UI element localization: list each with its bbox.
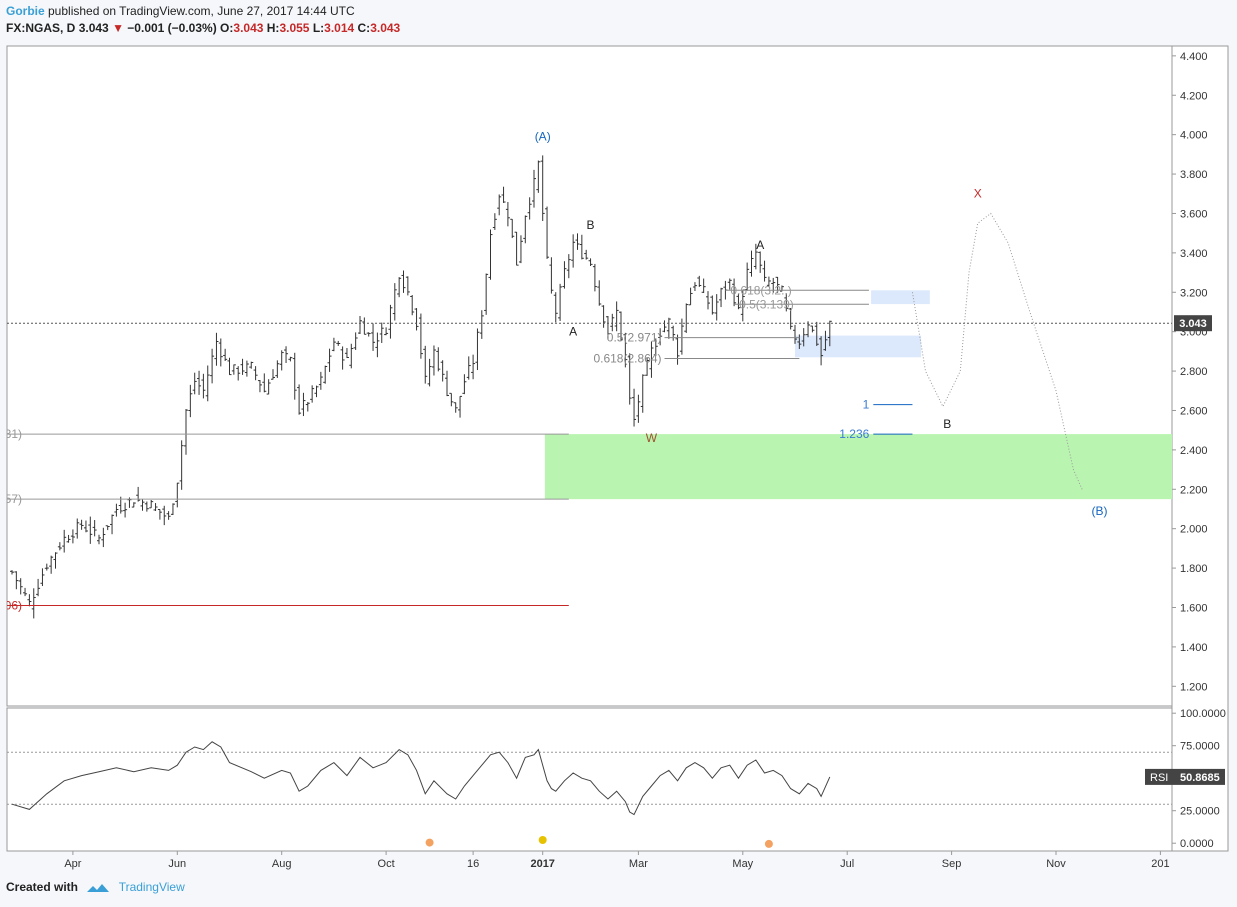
fib-level-label: 0.618(2.864) (593, 351, 661, 365)
wave-label: A (756, 238, 764, 252)
time-tick-label: Oct (378, 858, 395, 870)
price-tick-label: 1.800 (1180, 563, 1208, 575)
price-tick-label: 3.200 (1180, 287, 1208, 299)
publish-info: Gorbie published on TradingView.com, Jun… (6, 4, 355, 18)
fib-level-label: 0.5(2.971) (607, 331, 662, 345)
rsi-marker-dot (764, 839, 773, 848)
fib-level-label: 57) (5, 492, 22, 506)
wave-label: A (569, 325, 577, 339)
time-tick-label: Apr (64, 858, 81, 870)
price-tick-label: 3.800 (1180, 169, 1208, 181)
high-value: 3.055 (279, 21, 310, 35)
rsi-tick-label: 100.0000 (1180, 708, 1226, 720)
close-label: C: (357, 21, 371, 35)
fib-level-label: 06) (5, 599, 22, 613)
rsi-tick-label: 0.0000 (1180, 838, 1214, 850)
low-value: 3.014 (324, 21, 355, 35)
price-tick-label: 3.600 (1180, 208, 1208, 220)
high-label: H: (266, 21, 280, 35)
rsi-line (11, 741, 831, 816)
current-price-label: 3.043 (1179, 318, 1207, 330)
time-tick-label: Nov (1046, 858, 1066, 870)
open-value: 3.043 (233, 21, 264, 35)
fib-level-label: 1.236 (839, 427, 869, 441)
rsi-pane (6, 707, 1173, 852)
time-tick-label: Sep (942, 858, 962, 870)
wave-label: B (587, 218, 595, 232)
time-tick-label: 201 (1151, 858, 1169, 870)
main-layer: 31) 57) 06) 0.5(2.971) 0.618(2.864) 0.618(3.2… (5, 130, 1172, 619)
current-price-tag (1174, 315, 1212, 332)
price-tick-label: 4.200 (1180, 90, 1208, 102)
wave-label: X (974, 187, 982, 201)
time-tick-label: Jul (840, 858, 854, 870)
price-tick-label: 2.800 (1180, 366, 1208, 378)
fib-level-label: 0.618(3.2..) (730, 283, 791, 297)
price-change: −0.001 (−0.03%) (127, 21, 217, 35)
symbol-name: FX:NGAS, D (6, 21, 76, 35)
price-tick-label: 2.600 (1180, 405, 1208, 417)
time-tick-label: 16 (467, 858, 479, 870)
time-tick-label: Jun (168, 858, 186, 870)
tradingview-brand[interactable]: TradingView (118, 880, 185, 894)
symbol-legend: FX:NGAS, D 3.043 ▼ −0.001 (−0.03%) O:3.0… (6, 21, 400, 35)
open-label: O: (220, 21, 234, 35)
footer: Created with TradingView (6, 880, 185, 894)
fib-level-label: 1 (863, 398, 870, 412)
wave-label: W (646, 431, 658, 445)
close-value: 3.043 (370, 21, 401, 35)
low-label: L: (312, 21, 325, 35)
price-tick-label: 3.400 (1180, 248, 1208, 260)
author-name[interactable]: Gorbie (6, 4, 45, 18)
price-tick-label: 1.200 (1180, 681, 1208, 693)
time-tick-label: May (732, 858, 753, 870)
fib-level-label: 0.5(3.139) (739, 297, 794, 311)
rsi-value: 50.8685 (1180, 772, 1220, 784)
price-tick-label: 2.200 (1180, 484, 1208, 496)
down-arrow-icon: ▼ (112, 21, 124, 35)
price-chart[interactable]: 31) 57) 06) 0.5(2.971) 0.618(2.864) 0.618(3.2… (0, 40, 1237, 875)
price-tick-label: 1.600 (1180, 602, 1208, 614)
price-tick-label: 4.400 (1180, 51, 1208, 63)
time-tick-label: Mar (629, 858, 648, 870)
tradingview-logo-icon (87, 883, 110, 892)
price-pane (6, 45, 1173, 707)
rsi-marker-dot (538, 836, 547, 844)
price-tick-label: 2.000 (1180, 524, 1208, 536)
rsi-marker-dot (425, 838, 434, 847)
time-tick-label: Aug (272, 858, 292, 870)
fib-level-label: 31) (5, 427, 22, 441)
price-tick-label: 4.000 (1180, 130, 1208, 142)
price-tick-label: 1.400 (1180, 642, 1208, 654)
time-tick-label: 2017 (530, 858, 554, 870)
rsi-value-tag (1145, 768, 1225, 785)
target-zone (795, 335, 922, 358)
last-price: 3.043 (78, 21, 109, 35)
target-zone (544, 434, 1172, 500)
target-zone (871, 290, 930, 305)
rsi-tick-label: 75.0000 (1180, 741, 1220, 753)
wave-label: (A) (535, 130, 551, 144)
price-tick-label: 2.400 (1180, 445, 1208, 457)
price-scale (1171, 45, 1229, 852)
published-text: published on TradingView.com, June 27, 2… (44, 4, 355, 18)
created-with-label: Created with (6, 880, 79, 894)
rsi-label: RSI (1150, 772, 1168, 784)
wave-label: (B) (1092, 504, 1108, 518)
rsi-tick-label: 25.0000 (1180, 806, 1220, 818)
wave-label: B (943, 417, 951, 431)
projection-path (911, 212, 1083, 490)
